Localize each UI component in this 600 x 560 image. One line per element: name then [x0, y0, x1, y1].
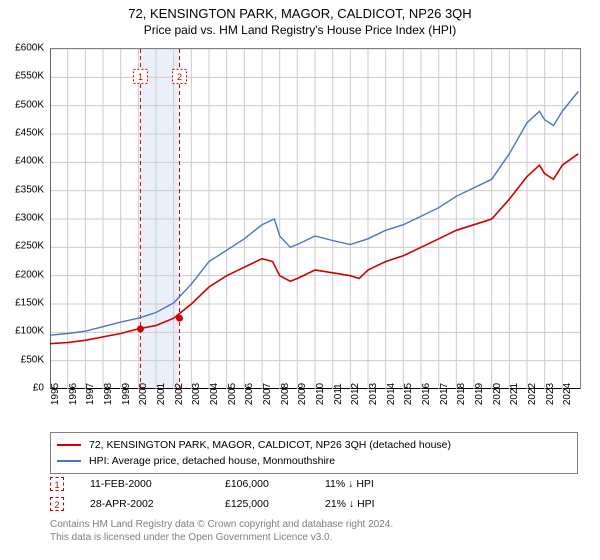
y-tick-label: £50K	[21, 354, 44, 365]
sale-price: £125,000	[225, 498, 325, 510]
svg-text:1: 1	[138, 72, 143, 82]
x-tick-label: 2018	[456, 383, 467, 405]
x-tick-label: 2004	[209, 383, 220, 405]
x-tick-label: 1999	[121, 383, 132, 405]
sale-row: 1 11-FEB-2000£106,00011% ↓ HPI	[50, 474, 580, 494]
y-axis: £0£50K£100K£150K£200K£250K£300K£350K£400…	[0, 48, 48, 388]
svg-text:2: 2	[177, 72, 182, 82]
sale-price: £106,000	[225, 478, 325, 490]
x-tick-label: 2009	[297, 383, 308, 405]
x-tick-label: 1997	[85, 383, 96, 405]
plot-svg: 12	[50, 49, 580, 389]
x-tick-label: 2000	[138, 383, 149, 405]
chart-container: 72, KENSINGTON PARK, MAGOR, CALDICOT, NP…	[0, 0, 600, 560]
x-tick-label: 2002	[174, 383, 185, 405]
y-tick-label: £250K	[15, 241, 44, 252]
x-tick-label: 2017	[439, 383, 450, 405]
x-tick-label: 2008	[280, 383, 291, 405]
legend-label: 72, KENSINGTON PARK, MAGOR, CALDICOT, NP…	[89, 439, 451, 451]
y-tick-label: £100K	[15, 326, 44, 337]
sales-table: 1 11-FEB-2000£106,00011% ↓ HPI 2 28-APR-200…	[50, 474, 580, 514]
legend-swatch	[57, 444, 81, 446]
x-tick-label: 1996	[68, 383, 79, 405]
y-tick-label: £400K	[15, 156, 44, 167]
sale-marker-icon: 2	[50, 497, 64, 511]
x-tick-label: 2003	[191, 383, 202, 405]
x-tick-label: 2015	[403, 383, 414, 405]
x-tick-label: 2007	[262, 383, 273, 405]
legend: 72, KENSINGTON PARK, MAGOR, CALDICOT, NP…	[50, 432, 578, 474]
legend-item: 72, KENSINGTON PARK, MAGOR, CALDICOT, NP…	[57, 437, 571, 453]
x-tick-label: 2024	[562, 383, 573, 405]
x-tick-label: 1995	[50, 383, 61, 405]
legend-swatch	[57, 460, 81, 462]
footer: Contains HM Land Registry data © Crown c…	[50, 518, 393, 544]
x-tick-label: 2013	[368, 383, 379, 405]
x-tick-label: 2012	[350, 383, 361, 405]
x-tick-label: 2011	[333, 383, 344, 405]
sale-date: 28-APR-2002	[90, 498, 225, 510]
y-tick-label: £500K	[15, 99, 44, 110]
x-tick-label: 2001	[156, 383, 167, 405]
y-tick-label: £600K	[15, 43, 44, 54]
legend-label: HPI: Average price, detached house, Monm…	[89, 455, 335, 467]
x-tick-label: 2005	[227, 383, 238, 405]
chart-title: 72, KENSINGTON PARK, MAGOR, CALDICOT, NP…	[0, 6, 600, 21]
y-tick-label: £0	[33, 383, 44, 394]
sale-pct: 21% ↓ HPI	[325, 498, 415, 510]
x-tick-label: 1998	[103, 383, 114, 405]
x-tick-label: 2014	[386, 383, 397, 405]
sale-date: 11-FEB-2000	[90, 478, 225, 490]
x-tick-label: 2006	[244, 383, 255, 405]
sale-marker-icon: 1	[50, 477, 64, 491]
footer-line-1: Contains HM Land Registry data © Crown c…	[50, 518, 393, 531]
x-tick-label: 2023	[545, 383, 556, 405]
sale-pct: 11% ↓ HPI	[325, 478, 415, 490]
x-tick-label: 2010	[315, 383, 326, 405]
y-tick-label: £150K	[15, 298, 44, 309]
y-tick-label: £550K	[15, 71, 44, 82]
x-tick-label: 2019	[474, 383, 485, 405]
x-axis: 1995199619971998199920002001200220032004…	[50, 390, 580, 430]
y-tick-label: £350K	[15, 184, 44, 195]
legend-item: HPI: Average price, detached house, Monm…	[57, 453, 571, 469]
x-tick-label: 2022	[527, 383, 538, 405]
x-tick-label: 2020	[492, 383, 503, 405]
plot-area: 12	[50, 48, 581, 389]
x-tick-label: 2016	[421, 383, 432, 405]
sale-row: 2 28-APR-2002£125,00021% ↓ HPI	[50, 494, 580, 514]
y-tick-label: £300K	[15, 213, 44, 224]
footer-line-2: This data is licensed under the Open Gov…	[50, 531, 393, 544]
title-block: 72, KENSINGTON PARK, MAGOR, CALDICOT, NP…	[0, 0, 600, 37]
y-tick-label: £450K	[15, 128, 44, 139]
x-tick-label: 2021	[509, 383, 520, 405]
chart-subtitle: Price paid vs. HM Land Registry's House …	[0, 23, 600, 37]
y-tick-label: £200K	[15, 269, 44, 280]
